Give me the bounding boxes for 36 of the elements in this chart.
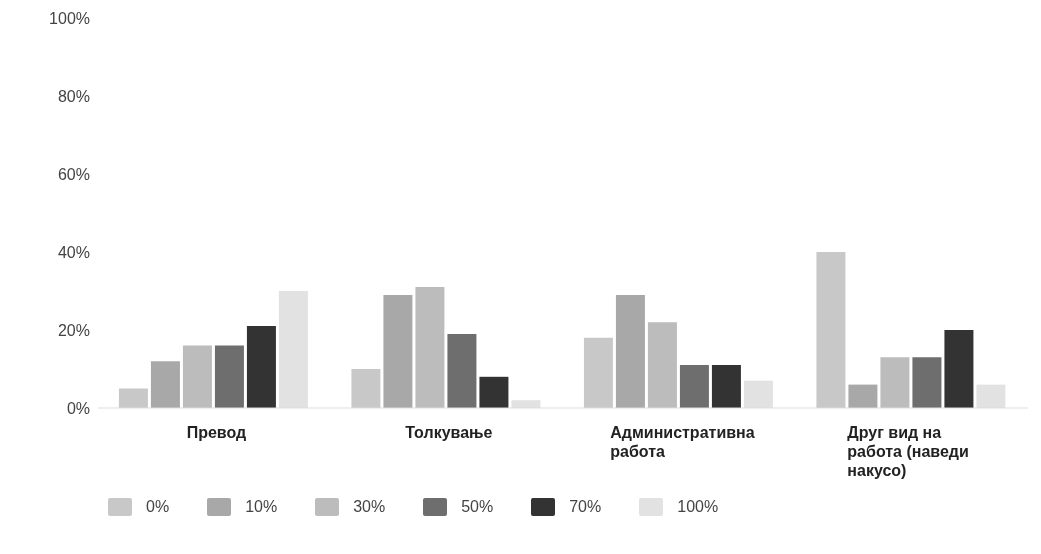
bar xyxy=(182,345,212,408)
bar xyxy=(583,337,613,408)
y-tick-label: 20% xyxy=(57,321,90,339)
legend-label: 50% xyxy=(461,498,494,516)
x-tick-label: Друг вид на работа (наведи накусо) xyxy=(847,424,969,479)
bar xyxy=(447,333,477,408)
bar xyxy=(848,384,878,408)
bar xyxy=(711,365,741,408)
bar xyxy=(944,330,974,408)
bar xyxy=(912,357,942,408)
bar xyxy=(118,388,148,408)
bar xyxy=(647,322,677,408)
y-tick-label: 60% xyxy=(57,165,90,183)
legend-label: 30% xyxy=(353,498,386,516)
bar xyxy=(246,326,276,408)
bar xyxy=(150,361,180,408)
x-tick-label: Превод xyxy=(186,424,247,441)
legend-label: 10% xyxy=(245,498,278,516)
bar xyxy=(415,287,445,408)
bar xyxy=(383,294,413,408)
y-tick-label: 80% xyxy=(57,87,90,105)
bar xyxy=(615,294,645,408)
legend-label: 0% xyxy=(146,498,170,516)
legend-label: 100% xyxy=(677,498,719,516)
bar xyxy=(816,252,846,408)
bar xyxy=(880,357,910,408)
bar xyxy=(479,376,509,408)
bar xyxy=(351,369,381,408)
y-tick-label: 40% xyxy=(57,243,90,261)
y-tick-label: 100% xyxy=(49,9,90,27)
x-tick-label: Толкување xyxy=(405,424,493,441)
bar xyxy=(679,365,709,408)
bar xyxy=(214,345,244,408)
legend-label: 70% xyxy=(569,498,602,516)
y-tick-label: 0% xyxy=(66,399,90,417)
x-tick-label: Административна работа xyxy=(610,424,755,460)
